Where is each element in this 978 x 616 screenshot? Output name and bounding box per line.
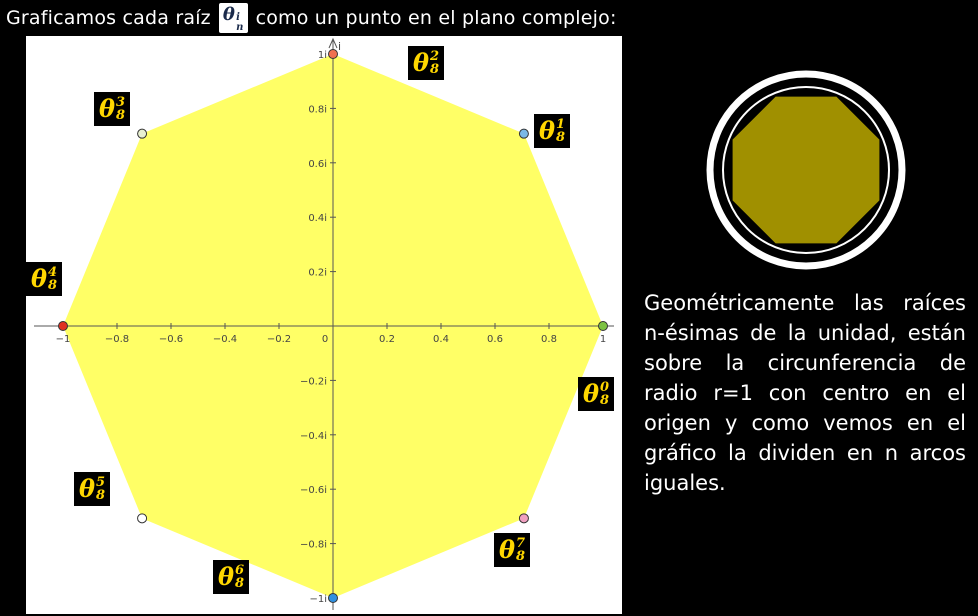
root-label-sub: 8 [48,278,58,293]
y-tick-label: −0.2i [300,376,327,387]
root-label-sup: 4 [48,265,58,280]
x-tick-label: 0.8 [541,334,557,345]
root-point [518,513,529,524]
root-label-sub: 8 [600,393,610,408]
y-tick-label: 0.2i [308,268,327,279]
root-label-sup: 2 [430,49,440,64]
y-tick-label: 0.4i [308,213,327,224]
root-label-symbol: θ [539,116,556,145]
root-label-sub: 8 [96,488,106,503]
root-label-sub: 8 [235,576,245,591]
root-label-sub: 8 [556,130,566,145]
root-label-sub: 8 [516,549,526,564]
root-label-sup: 1 [556,117,566,132]
header: Graficamos cada raíz θ i n como un punto… [6,3,617,33]
complex-plane-plot: −1 −0.8 −0.6 −0.4 −0.2 0 0.2 0.4 0.6 0.8 1 1i 0.8i 0.… [26,36,622,614]
x-tick-label: −0.2 [267,334,291,345]
x-tick-label: −0.8 [105,334,129,345]
root-label-sup: 5 [96,475,106,490]
theta-symbol-sub: n [236,22,244,33]
root-label-symbol: θ [218,562,235,591]
header-text-before: Graficamos cada raíz [6,7,211,29]
x-tick-label: 0.4 [433,334,449,345]
root-label-symbol: θ [583,379,600,408]
y-tick-label: −0.8i [300,540,327,551]
root-label-sub: 8 [430,62,440,77]
x-tick-label: 1 [600,334,606,345]
y-tick-label: −0.4i [300,431,327,442]
root-label-sup: 7 [516,536,526,551]
y-tick-label: −0.6i [300,485,327,496]
imaginary-axis-label: i [338,40,341,53]
root-label-sup: 6 [235,563,245,578]
theta-symbol-sup: i [236,12,241,23]
complex-plane-svg: −1 −0.8 −0.6 −0.4 −0.2 0 0.2 0.4 0.6 0.8 11i0.8i0.… [34,37,614,610]
imaginary-axis-arrow [328,37,338,49]
root-point [598,321,608,331]
root-point [328,593,338,603]
x-tick-label: 0.6 [487,334,503,345]
theta-symbol-badge: θ i n [218,3,248,33]
root-label-symbol: θ [79,474,96,503]
x-tick-label: −0.4 [213,334,237,345]
y-tick-label: 0.8i [308,104,327,115]
root-label-symbol: θ [499,535,516,564]
root-label-sub: 8 [116,108,126,123]
root-point [137,513,148,524]
x-tick-label: −0.6 [159,334,183,345]
root-label-symbol: θ [413,48,430,77]
theta-symbol: θ [222,4,236,25]
root-point [328,49,338,59]
y-tick-label: 1i [318,50,327,61]
root-point [518,128,529,139]
x-tick-label: −1 [56,334,71,345]
root-label-symbol: θ [31,264,48,293]
y-tick-label: 0.6i [308,159,327,170]
octagon-in-circle-icon [706,70,906,270]
root-point [58,321,68,331]
root-point [137,128,148,139]
y-tick-label: −1i [309,594,327,605]
root-label-symbol: θ [99,94,116,123]
x-tick-label: 0 [322,334,328,345]
header-text-after: como un punto en el plano complejo: [255,7,617,29]
x-tick-label: 0.2 [379,334,395,345]
root-label-sup: 0 [600,380,610,395]
root-label-sup: 3 [116,95,126,110]
description-text: Geométricamente las raíces n-ésimas de l… [644,291,966,495]
